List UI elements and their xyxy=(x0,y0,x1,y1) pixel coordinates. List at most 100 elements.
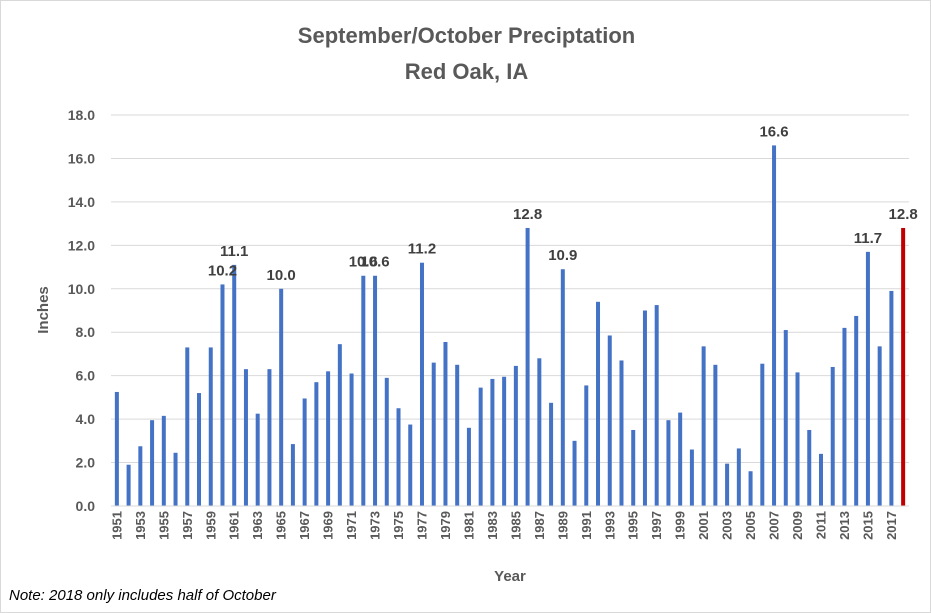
bar-2015 xyxy=(865,251,870,506)
gridlines xyxy=(111,114,909,464)
bar-1975 xyxy=(396,408,401,506)
data-label-1989: 10.9 xyxy=(548,247,577,264)
data-label-1972: 10.6 xyxy=(349,254,378,271)
x-tick-label: 1977 xyxy=(414,511,429,540)
bar-1962 xyxy=(243,369,248,506)
bar-1952 xyxy=(126,464,131,506)
x-tick-label: 1993 xyxy=(602,511,617,540)
bar-1981 xyxy=(466,427,471,506)
x-tick-label: 1981 xyxy=(461,511,476,540)
bar-1989 xyxy=(560,269,565,506)
bar-1965 xyxy=(279,288,284,506)
bar-2009 xyxy=(795,372,800,506)
bar-1959 xyxy=(208,347,213,506)
bar-2002 xyxy=(713,364,718,506)
bar-1958 xyxy=(197,393,202,506)
x-tick-label: 1991 xyxy=(579,511,594,540)
bar-2011 xyxy=(818,453,823,506)
bar-1983 xyxy=(490,378,495,506)
bar-1998 xyxy=(666,420,671,506)
bar-1991 xyxy=(584,385,589,506)
bar-1969 xyxy=(326,371,331,506)
y-tick-label: 10.0 xyxy=(68,281,95,297)
bar-1966 xyxy=(290,444,295,506)
data-label-1986: 12.8 xyxy=(513,206,542,223)
x-tick-label: 1965 xyxy=(274,511,289,540)
bar-1974 xyxy=(384,377,389,506)
bar-1973 xyxy=(373,275,378,506)
bar-1976 xyxy=(408,424,413,506)
bar-1954 xyxy=(150,420,155,506)
y-axis-label: Inches xyxy=(35,286,52,334)
x-tick-label: 1997 xyxy=(649,511,664,540)
bar-1971 xyxy=(349,373,354,506)
bar-1985 xyxy=(513,365,518,506)
y-tick-label: 12.0 xyxy=(68,237,95,253)
bar-2013 xyxy=(842,327,847,506)
bar-1995 xyxy=(631,429,636,506)
bar-1953 xyxy=(138,446,143,506)
y-tick-label: 18.0 xyxy=(68,107,95,123)
bar-2010 xyxy=(807,429,812,506)
x-tick-label: 2017 xyxy=(884,511,899,540)
bar-2008 xyxy=(783,330,788,506)
bar-1993 xyxy=(607,335,612,506)
x-tick-label: 1975 xyxy=(391,511,406,540)
x-tick-label: 1955 xyxy=(156,511,171,540)
x-tick-label: 1985 xyxy=(508,511,523,540)
data-label-2018: 12.8 xyxy=(889,206,918,223)
bar-1979 xyxy=(443,341,448,506)
bar-1957 xyxy=(185,347,190,506)
bar-2003 xyxy=(725,463,730,506)
x-tick-label: 1973 xyxy=(368,511,383,540)
bar-1978 xyxy=(431,362,436,506)
x-tick-label: 2015 xyxy=(860,511,875,540)
x-tick-label: 1983 xyxy=(485,511,500,540)
bar-2005 xyxy=(748,471,753,506)
x-tick-label: 2009 xyxy=(790,511,805,540)
bar-1951 xyxy=(114,391,119,506)
bar-2006 xyxy=(760,363,765,506)
bar-1955 xyxy=(161,415,166,506)
bar-2007 xyxy=(772,145,777,506)
x-tick-label: 1971 xyxy=(344,511,359,540)
chart-subtitle: Red Oak, IA xyxy=(404,59,529,84)
bar-1956 xyxy=(173,452,178,506)
x-tick-label: 2005 xyxy=(743,511,758,540)
bar-2014 xyxy=(854,315,859,506)
bar-1986 xyxy=(525,227,530,506)
x-tick-label: 1957 xyxy=(180,511,195,540)
bar-1999 xyxy=(678,412,683,506)
x-tick-label: 2001 xyxy=(696,511,711,540)
x-tick-label: 1953 xyxy=(133,511,148,540)
bar-1992 xyxy=(596,301,601,506)
x-tick-label: 2007 xyxy=(767,511,782,540)
bar-2012 xyxy=(830,366,835,506)
bar-1982 xyxy=(478,387,483,506)
chart-note: Note: 2018 only includes half of October xyxy=(9,587,276,604)
bar-1960 xyxy=(220,284,225,506)
bar-1964 xyxy=(267,369,272,506)
bars xyxy=(114,145,906,506)
bar-1994 xyxy=(619,360,624,506)
x-tick-label: 2011 xyxy=(813,511,828,539)
bar-1996 xyxy=(642,310,647,506)
data-label-1961: 11.1 xyxy=(220,243,248,260)
x-tick-label: 2003 xyxy=(720,511,735,540)
x-tick-label: 1979 xyxy=(438,511,453,540)
x-tick-label: 1999 xyxy=(673,511,688,540)
x-tick-label: 1967 xyxy=(297,511,312,540)
bar-1972 xyxy=(361,275,366,506)
data-label-1977: 11.2 xyxy=(408,241,436,258)
bar-2004 xyxy=(736,448,741,506)
bar-1997 xyxy=(654,305,659,506)
bar-1980 xyxy=(455,364,460,506)
y-axis-ticks: 0.0 2.0 4.0 6.0 8.0 10.0 12.0 14.0 16.0 18.0 xyxy=(68,107,95,514)
bar-2000 xyxy=(689,449,694,506)
bar-1970 xyxy=(337,344,342,506)
data-labels: 10.2 11.1 10.0 10.610.6 11.2 12.8 10.9 16.6 11.7… xyxy=(208,123,918,283)
bar-1988 xyxy=(549,402,554,506)
x-tick-label: 1963 xyxy=(250,511,265,540)
data-label-2007: 16.6 xyxy=(759,123,788,140)
